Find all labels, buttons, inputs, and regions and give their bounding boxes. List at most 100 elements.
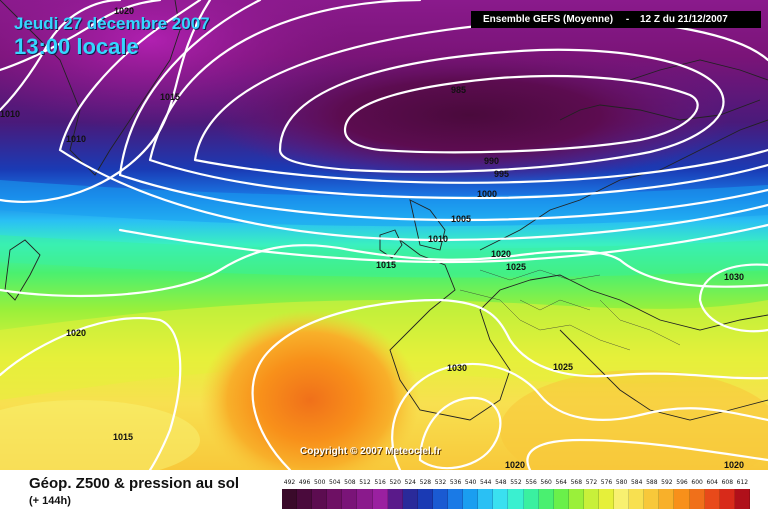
legend-level-label: 580 [615,479,628,486]
isobar-1015-south [0,316,182,470]
isobar-label: 1015 [160,92,180,102]
legend-swatch [598,489,615,509]
legend-swatch [357,489,373,509]
legend-level-label: 576 [600,479,613,486]
legend-title: Géop. Z500 & pression au sol [29,475,240,492]
isobar-label: 1020 [114,6,134,16]
legend-level-label: 608 [721,479,734,486]
legend-swatch [629,489,645,509]
isobar-label: 1020 [505,460,525,470]
legend-level-label: 492 [283,479,296,486]
isobar-1020-mid [0,244,768,298]
legend-swatch [493,489,509,509]
legend-swatch [734,489,750,509]
isobar-label: 1025 [553,362,573,372]
isobar-1020-north [0,0,162,72]
isobar-1005 [118,0,768,222]
isobar-985 [343,74,699,154]
legend-level-label: 596 [676,479,688,486]
legend-level-label: 600 [691,479,703,486]
isobar-label: 990 [484,156,499,166]
run-time: 12 Z du 21/12/2007 [639,14,728,25]
isobar-990 [278,48,725,173]
legend-level-label: 612 [736,479,749,486]
legend-swatch [312,489,328,509]
legend-swatch [448,489,464,509]
legend-subtitle: (+ 144h) [29,495,71,507]
legend-swatch [282,489,298,509]
isobar-1020-south [251,298,768,470]
legend-level-label: 548 [495,479,507,486]
legend-level-label: 568 [570,479,583,486]
isobar-label: 1025 [506,262,526,272]
legend-swatch [387,489,403,509]
isobar-label: 1020 [491,249,511,259]
legend-swatch [538,489,554,509]
isobar-label: 1010 [66,134,86,144]
isobar-labels: 1020 1015 1010 1010 985 990 995 1000 100… [0,6,744,470]
legend-swatch [614,489,630,509]
legend-level-label: 520 [389,479,401,486]
legend-level-label: 584 [630,479,643,486]
legend-level-label: 528 [419,479,432,486]
legend-swatch [478,489,494,509]
band-green [0,235,768,278]
legend-level-label: 544 [480,479,492,486]
isobar-label: 1020 [724,460,744,470]
legend-level-label: 604 [706,479,718,486]
forecast-date: Jeudi 27 décembre 2007 [14,14,210,33]
borders [459,269,681,351]
legend-swatch [417,489,433,509]
isobar-1030-east [698,263,768,333]
isobar-label: 1020 [66,328,86,338]
legend-swatch [583,489,599,509]
legend-swatch [674,489,690,509]
legend-swatch [704,489,720,509]
isobar-1030-south [418,396,502,470]
legend-swatch [689,489,705,509]
isobar-label: 1000 [477,189,497,199]
isobar-1010 [58,0,768,242]
legend-level-label: 572 [585,479,598,486]
legend-level-label: 516 [374,479,386,486]
legend-swatch [297,489,313,509]
legend-level-label: 564 [555,479,567,486]
legend-swatch [719,489,735,509]
isobar-label: 1030 [724,272,744,282]
legend-level-label: 552 [510,479,522,486]
warm-west [0,400,200,470]
legend-level-label: 496 [298,479,311,486]
legend-swatch [327,489,343,509]
isobar-1010-west [0,0,122,112]
legend-swatch [463,489,479,509]
legend-scale-labels: 492 496 500 504 508 512 516 520 524 528 532 536 540 5… [282,479,750,489]
forecast-time: 13:00 locale [14,34,139,59]
coastlines [0,0,768,421]
legend-level-label: 532 [434,479,447,486]
legend-level-label: 508 [344,479,356,486]
geopotential-cold-core [210,45,730,185]
legend-level-label: 524 [404,479,416,486]
legend-swatch [342,489,358,509]
legend-swatch [553,489,569,509]
legend-level-label: 560 [540,479,552,486]
map-canvas: 1020 1015 1010 1010 985 990 995 1000 100… [0,0,768,470]
legend-level-label: 556 [525,479,537,486]
legend-swatch [659,489,675,509]
isobar-1025-south [391,362,768,470]
legend-swatch [372,489,388,509]
isobar-label: 1010 [0,109,20,119]
legend-color-scale [282,489,750,509]
legend-panel: Géop. Z500 & pression au sol (+ 144h) 49… [0,470,768,512]
legend-swatch [432,489,449,509]
legend-level-label: 592 [661,479,673,486]
weather-map: 1020 1015 1010 1010 985 990 995 1000 100… [0,0,768,470]
isobar-label: 1010 [428,234,448,244]
isobar-label: 1030 [447,363,467,373]
run-model: Ensemble GEFS (Moyenne) [483,14,614,25]
legend-level-label: 536 [449,479,462,486]
legend-swatch [508,489,524,509]
run-info-box: Ensemble GEFS (Moyenne) - 12 Z du 21/12/… [471,11,761,28]
legend-level-label: 588 [646,479,658,486]
isobar-label: 1005 [451,214,471,224]
